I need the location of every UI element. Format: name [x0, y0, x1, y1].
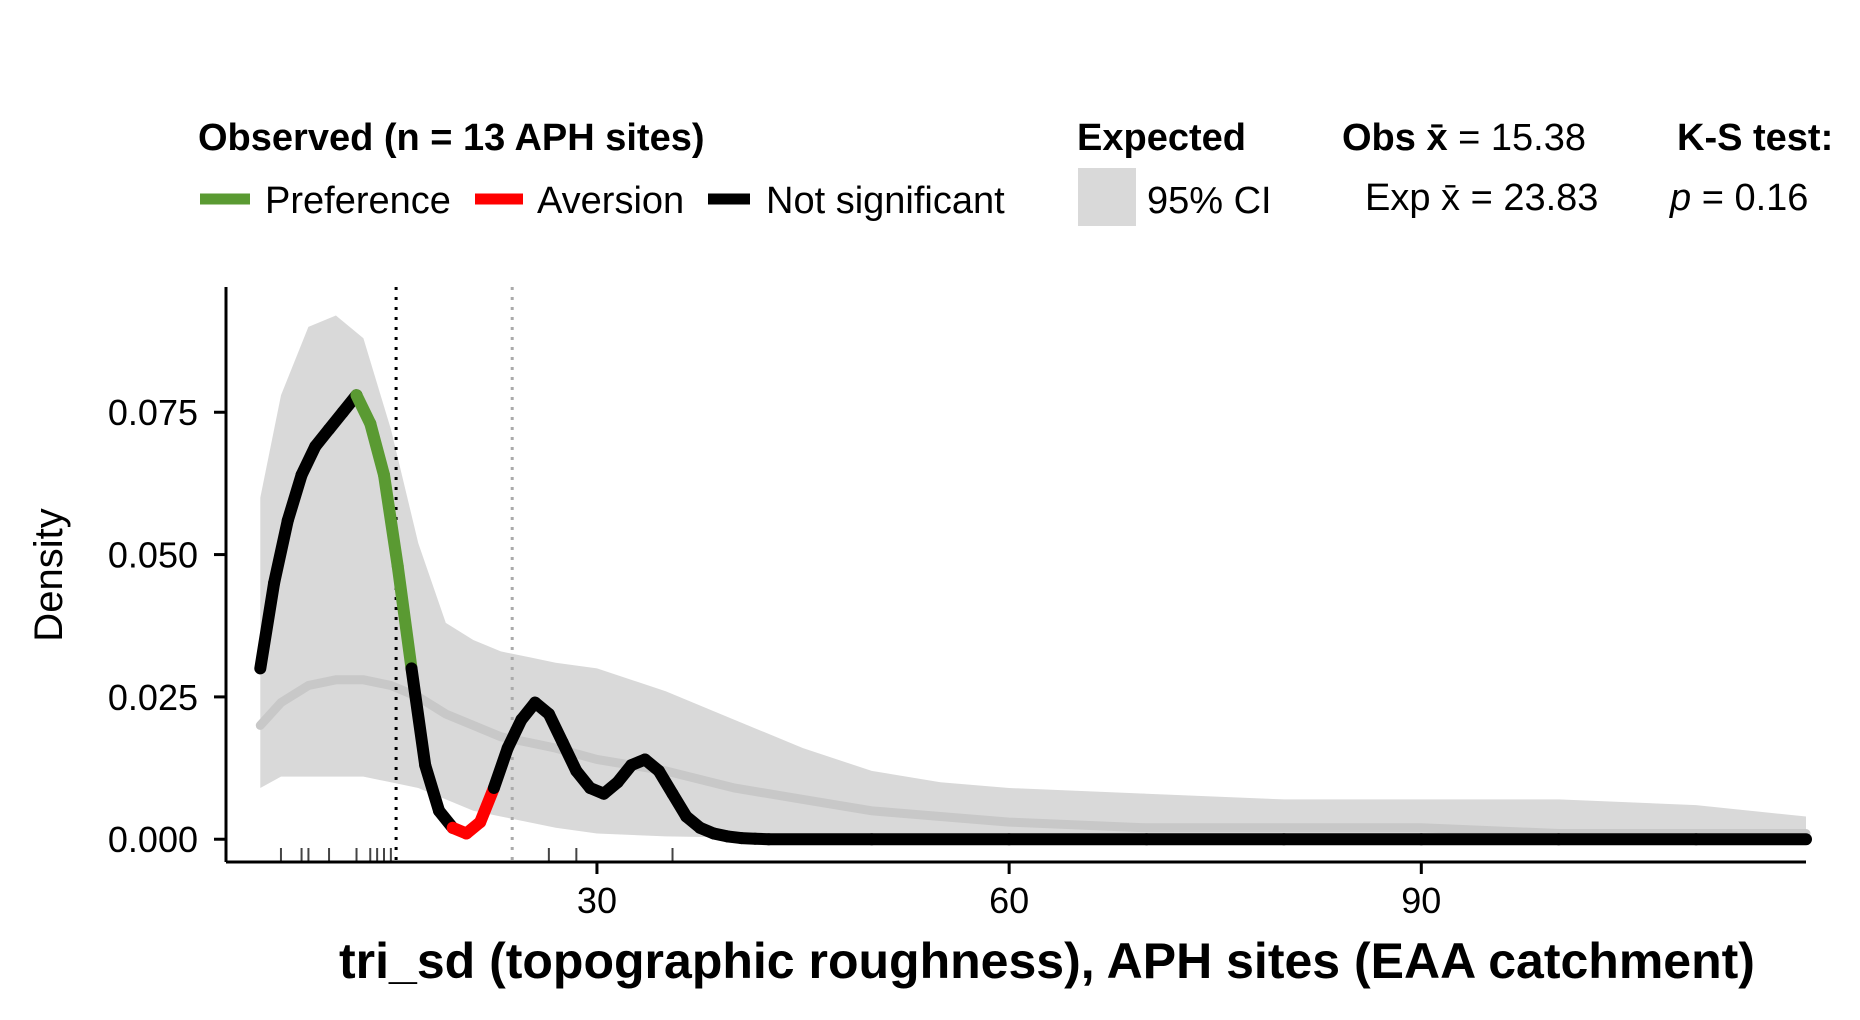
y-tick-label: 0.000: [108, 819, 198, 860]
legend-expected-title: Expected: [1077, 117, 1246, 159]
ci-band: [260, 315, 1806, 840]
legend-label-preference: Preference: [265, 180, 451, 222]
legend-observed-title: Observed (n = 13 APH sites): [198, 117, 705, 159]
y-tick-label: 0.025: [108, 677, 198, 718]
observed-density-segment-ns: [405, 662, 432, 772]
legend-label-ci: 95% CI: [1147, 180, 1272, 222]
y-tick-label: 0.050: [108, 535, 198, 576]
observed-density-segment-ns: [281, 468, 308, 527]
observed-density-segment-ns: [419, 759, 445, 817]
legend-swatch-ci: [1078, 168, 1136, 226]
observed-density-segment-pref: [378, 468, 404, 572]
obs-mean-label: Obs x̄ = 15.38: [1342, 117, 1586, 159]
observed-density-segment-ns: [487, 742, 514, 794]
y-axis-title: Density: [27, 508, 71, 641]
legend-label-aversion: Aversion: [537, 180, 684, 222]
observed-density-segment-ns: [254, 577, 281, 675]
observed-density-segment-pref: [364, 417, 390, 481]
x-axis-title: tri_sd (topographic roughness), APH site…: [339, 933, 1755, 989]
axes: 0.000 0.025 0.050 0.075 30 60 90: [108, 287, 1806, 921]
expected-mean-line: [255, 675, 1811, 838]
observed-density-segment-ns: [268, 514, 294, 589]
exp-mean-label: Exp x̄ = 23.83: [1365, 177, 1598, 219]
y-ticks: 0.000 0.025 0.050 0.075: [108, 392, 226, 860]
legend: Observed (n = 13 APH sites) Preference A…: [198, 117, 1833, 226]
y-tick-label: 0.075: [108, 392, 198, 433]
x-ticks: 30 60 90: [577, 862, 1441, 921]
p-value-label: p = 0.16: [1669, 177, 1808, 219]
ks-test-title: K-S test:: [1677, 117, 1833, 159]
x-tick-label: 30: [577, 880, 617, 921]
x-tick-label: 90: [1401, 880, 1441, 921]
observed-density-segment-av: [474, 782, 500, 829]
x-tick-label: 60: [989, 880, 1029, 921]
legend-label-not-significant: Not significant: [766, 180, 1005, 222]
observed-density-segment-pref: [391, 560, 418, 675]
plot-area: [254, 287, 1812, 862]
